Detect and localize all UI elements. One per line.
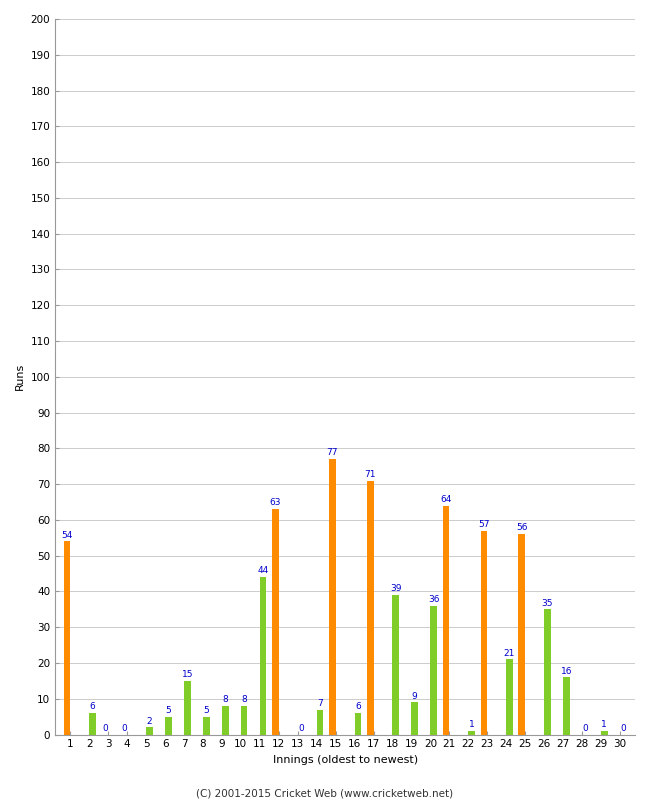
Bar [506, 659, 513, 734]
Bar [480, 530, 488, 734]
Bar [563, 678, 569, 734]
Text: 21: 21 [504, 649, 515, 658]
Text: (C) 2001-2015 Cricket Web (www.cricketweb.net): (C) 2001-2015 Cricket Web (www.cricketwe… [196, 788, 454, 798]
Text: 35: 35 [541, 598, 553, 607]
Y-axis label: Runs: Runs [15, 363, 25, 390]
Text: 63: 63 [270, 498, 281, 507]
Text: 15: 15 [181, 670, 193, 679]
Bar [241, 706, 248, 734]
Bar [89, 713, 96, 734]
Bar [519, 534, 525, 734]
Bar [601, 731, 608, 734]
Text: 8: 8 [222, 695, 228, 704]
Text: 0: 0 [102, 724, 108, 733]
Bar [393, 595, 399, 734]
Bar [443, 506, 449, 734]
Text: 6: 6 [355, 702, 361, 711]
Text: 44: 44 [257, 566, 268, 575]
Text: 0: 0 [298, 724, 304, 733]
Bar [260, 577, 266, 734]
Text: 5: 5 [203, 706, 209, 715]
Text: 9: 9 [412, 691, 417, 701]
Text: 6: 6 [90, 702, 96, 711]
Bar [329, 459, 335, 734]
Bar [272, 509, 279, 734]
Text: 8: 8 [241, 695, 247, 704]
Text: 1: 1 [601, 720, 607, 730]
Text: 71: 71 [365, 470, 376, 478]
Text: 0: 0 [620, 724, 626, 733]
Text: 1: 1 [469, 720, 474, 730]
Text: 0: 0 [582, 724, 588, 733]
Text: 2: 2 [147, 717, 152, 726]
Bar [367, 481, 374, 734]
Bar [317, 710, 323, 734]
Bar [468, 731, 475, 734]
X-axis label: Innings (oldest to newest): Innings (oldest to newest) [272, 755, 418, 765]
Bar [411, 702, 418, 734]
Text: 16: 16 [560, 666, 572, 675]
Bar [203, 717, 209, 734]
Text: 5: 5 [166, 706, 171, 715]
Bar [354, 713, 361, 734]
Text: 56: 56 [516, 523, 528, 533]
Text: 64: 64 [440, 495, 452, 504]
Text: 0: 0 [121, 724, 127, 733]
Text: 57: 57 [478, 520, 489, 529]
Bar [146, 727, 153, 734]
Bar [222, 706, 229, 734]
Bar [544, 610, 551, 734]
Text: 39: 39 [390, 584, 402, 594]
Bar [184, 681, 190, 734]
Text: 36: 36 [428, 595, 439, 604]
Bar [430, 606, 437, 734]
Text: 7: 7 [317, 698, 323, 708]
Bar [165, 717, 172, 734]
Text: 54: 54 [61, 530, 73, 539]
Bar [64, 542, 70, 734]
Text: 77: 77 [326, 448, 338, 458]
